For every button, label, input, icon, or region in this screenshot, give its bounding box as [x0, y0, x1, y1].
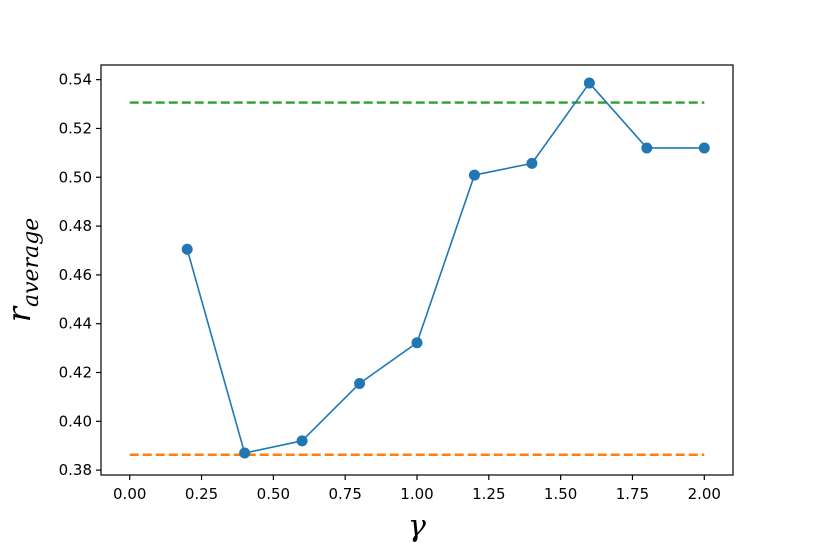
x-tick-label: 2.00 — [688, 485, 721, 503]
series-1-point-9 — [641, 142, 653, 154]
y-axis-label-subscript: average — [19, 218, 44, 307]
series-1-segment-1 — [186, 249, 246, 454]
x-tick-label: 0.75 — [328, 485, 361, 503]
series-1-segment-4 — [359, 342, 418, 385]
series-1-segment-2 — [244, 440, 303, 454]
y-axis-label: raverage — [0, 218, 44, 323]
plot-frame — [100, 64, 734, 476]
y-tick-label: 0.44 — [59, 315, 92, 333]
x-axis-label: γ — [408, 509, 426, 543]
y-tick-label: 0.54 — [59, 71, 92, 89]
x-tick-label: 1.25 — [472, 485, 505, 503]
reference-lines — [129, 101, 705, 456]
series-lines — [186, 82, 705, 454]
series-1-segment-7 — [531, 82, 591, 164]
series-points — [181, 77, 710, 459]
x-tick-label: 1.00 — [400, 485, 433, 503]
x-tick-label: 1.75 — [616, 485, 649, 503]
y-tick-label: 0.52 — [59, 119, 92, 137]
y-tick-label: 0.48 — [59, 217, 92, 235]
series-1-segment-3 — [301, 382, 361, 442]
series-1-point-3 — [296, 435, 308, 447]
series-1-segment-8 — [588, 82, 648, 149]
x-tick-label: 0.50 — [257, 485, 290, 503]
y-tick-label: 0.38 — [59, 461, 92, 479]
y-tick-label: 0.46 — [59, 266, 92, 284]
series-1-point-8 — [583, 77, 595, 89]
series-1-point-1 — [181, 243, 193, 255]
series-1-point-7 — [526, 157, 538, 169]
x-tick-label: 0.00 — [113, 485, 146, 503]
y-tick-label: 0.42 — [59, 364, 92, 382]
series-1-point-4 — [354, 377, 366, 389]
series-1-segment-6 — [474, 162, 533, 176]
series-1-point-5 — [411, 337, 423, 349]
y-tick-label: 0.40 — [59, 412, 92, 430]
y-axis-ticks: 0.38 0.40 0.42 0.44 0.46 0.48 0.50 0.52 0.54 — [59, 71, 101, 479]
series-1-point-2 — [239, 447, 251, 459]
y-axis-label-main: r — [0, 305, 38, 322]
series-1-segment-5 — [416, 174, 476, 343]
x-axis-ticks: 0.00 0.25 0.50 0.75 1.00 1.25 1.50 1.75 2.00 — [113, 475, 721, 503]
series-1-point-10 — [698, 142, 710, 154]
x-tick-label: 0.25 — [185, 485, 218, 503]
series-1-point-6 — [468, 169, 480, 181]
x-tick-label: 1.50 — [544, 485, 577, 503]
y-tick-label: 0.50 — [59, 168, 92, 186]
